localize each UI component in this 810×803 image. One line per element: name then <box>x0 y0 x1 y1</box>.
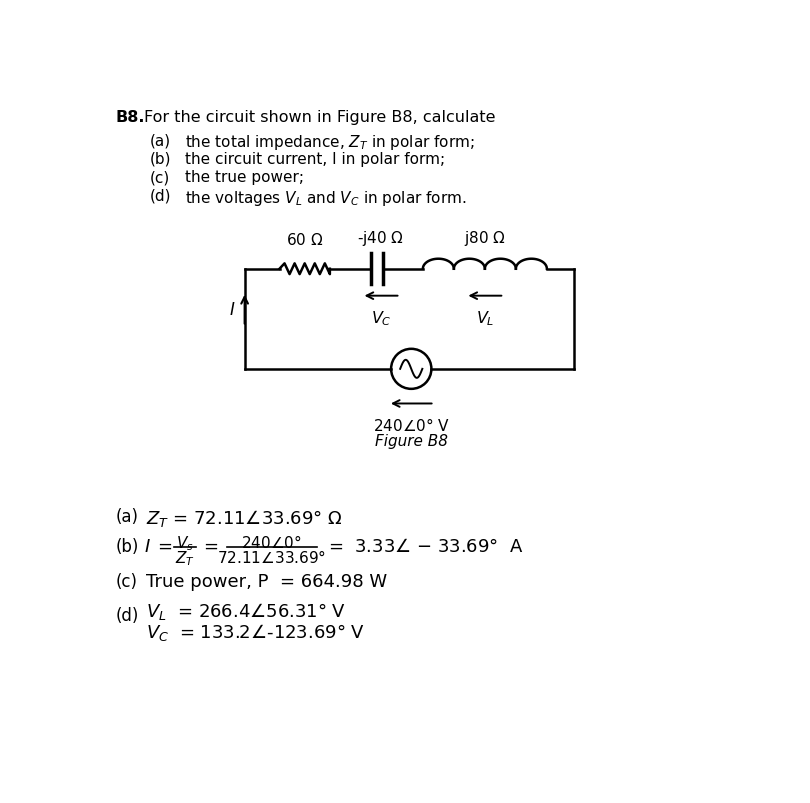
Text: j80 $\Omega$: j80 $\Omega$ <box>464 229 505 248</box>
Text: B8.: B8. <box>115 110 145 125</box>
Text: 240$\angle$0° V: 240$\angle$0° V <box>373 416 450 434</box>
Text: the voltages $V_L$ and $V_C$ in polar form.: the voltages $V_L$ and $V_C$ in polar fo… <box>185 189 467 208</box>
Text: $V_L$  = 266.4$\angle$56.31° V: $V_L$ = 266.4$\angle$56.31° V <box>146 600 347 621</box>
Text: $V_s$: $V_s$ <box>176 533 194 552</box>
Text: (d): (d) <box>149 189 171 204</box>
Text: (a): (a) <box>115 507 139 526</box>
Text: (c): (c) <box>115 573 137 590</box>
Text: 60 $\Omega$: 60 $\Omega$ <box>286 232 323 248</box>
Text: $Z_T$ = 72.11$\angle$33.69° $\Omega$: $Z_T$ = 72.11$\angle$33.69° $\Omega$ <box>146 507 343 528</box>
Text: $Z_T$: $Z_T$ <box>175 548 195 567</box>
Text: True power, P  = 664.98 W: True power, P = 664.98 W <box>146 573 387 590</box>
Text: $V_L$: $V_L$ <box>475 308 494 328</box>
Text: (b): (b) <box>115 537 139 555</box>
Text: $V_C$  = 133.2$\angle$-123.69° V: $V_C$ = 133.2$\angle$-123.69° V <box>146 622 365 642</box>
Text: -j40 $\Omega$: -j40 $\Omega$ <box>357 229 404 248</box>
Text: =: = <box>157 537 172 555</box>
Text: the total impedance, $Z_T$ in polar form;: the total impedance, $Z_T$ in polar form… <box>185 133 475 153</box>
Text: (b): (b) <box>149 152 171 167</box>
Text: =: = <box>203 537 219 555</box>
Text: Figure B8: Figure B8 <box>375 433 448 448</box>
Text: the true power;: the true power; <box>185 170 304 185</box>
Text: 240$\angle$0°: 240$\angle$0° <box>241 533 302 550</box>
Text: $V_C$: $V_C$ <box>371 308 391 328</box>
Text: the circuit current, I in polar form;: the circuit current, I in polar form; <box>185 152 445 167</box>
Text: $I$: $I$ <box>144 537 151 555</box>
Text: (d): (d) <box>115 606 139 624</box>
Text: (c): (c) <box>149 170 169 185</box>
Text: For the circuit shown in Figure B8, calculate: For the circuit shown in Figure B8, calc… <box>144 110 496 125</box>
Text: 72.11$\angle$33.69°: 72.11$\angle$33.69° <box>217 548 326 565</box>
Text: $I$: $I$ <box>229 301 236 319</box>
Text: (a): (a) <box>149 133 170 149</box>
Text: =  3.33$\angle$ $-$ 33.69°  A: = 3.33$\angle$ $-$ 33.69° A <box>327 537 523 555</box>
